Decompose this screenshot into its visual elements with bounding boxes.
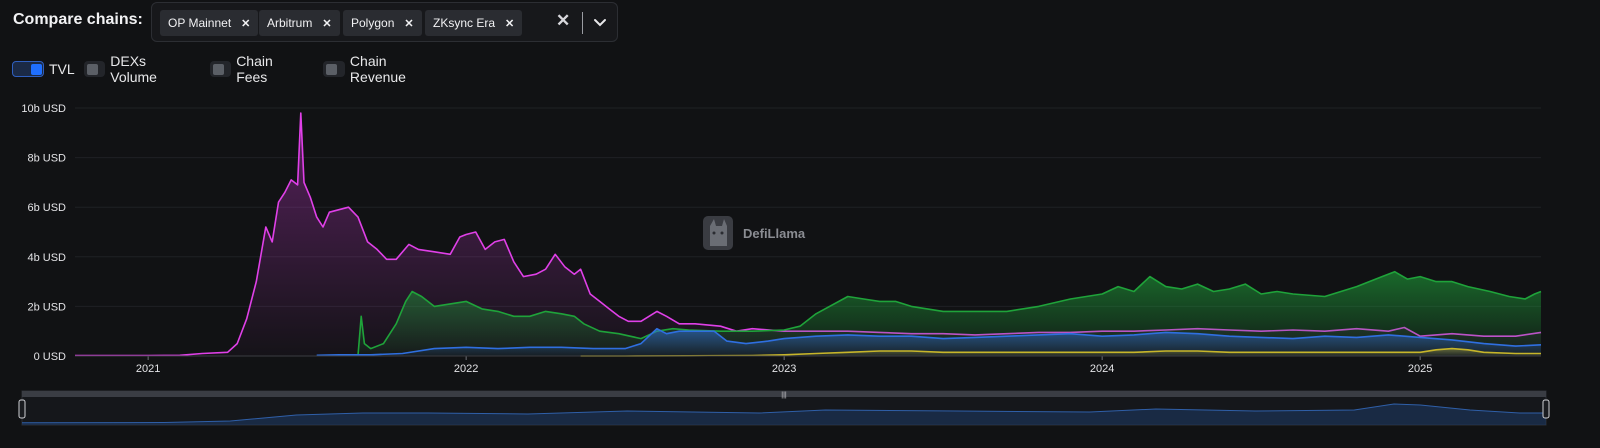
toggle-knob [87,64,98,75]
y-axis: 0 USD 2b USD 4b USD 6b USD 8b USD 10b USD [21,103,66,363]
x-axis: 2021 2022 2023 2024 2025 [75,355,1541,375]
y-tick-label: 10b USD [21,103,66,115]
toggle-knob [326,64,337,75]
toggle-track[interactable] [210,61,232,77]
remove-chip-icon[interactable]: ✕ [241,18,251,30]
x-tick-label: 2023 [772,363,796,375]
y-tick-label: 8b USD [27,153,66,165]
navigator-grip-icon[interactable]: ||| [781,392,787,399]
chip-label: Polygon [351,16,395,30]
toggle-label: TVL [49,61,75,77]
toggle-track[interactable] [323,61,345,77]
select-divider [582,12,583,34]
toggle-label: DEXs Volume [110,53,157,85]
x-tick-label: 2024 [1090,363,1114,375]
series-line-op_mainnet [316,327,1542,357]
x-tick-label: 2025 [1408,363,1432,375]
toggle-chain-fees[interactable]: Chain Fees [210,53,284,85]
toggle-tvl[interactable]: TVL [12,60,75,78]
chip-label: Arbitrum [267,16,313,30]
navigator-right-handle[interactable] [1542,399,1550,419]
chain-chip-polygon: Polygon ✕ [343,10,422,36]
toggle-dexs-volume[interactable]: DEXs Volume [84,53,168,85]
chevron-down-icon[interactable] [592,16,608,30]
llama-logo-icon [703,216,733,250]
y-tick-label: 2b USD [27,301,66,313]
y-tick-label: 4b USD [27,252,66,264]
chip-label: OP Mainnet [168,16,232,30]
remove-chip-icon[interactable]: ✕ [404,18,414,30]
chain-chip-op-mainnet: OP Mainnet ✕ [160,10,259,36]
series-area-polygon [75,113,1541,356]
remove-chip-icon[interactable]: ✕ [322,18,332,30]
chain-chip-zksync-era: ZKsync Era ✕ [425,10,523,36]
x-tick-label: 2021 [136,363,160,375]
navigator-line [21,403,1546,424]
toggle-chain-revenue[interactable]: Chain Revenue [323,53,416,85]
toggle-label: Chain Fees [236,53,273,85]
clear-all-icon[interactable]: ✕ [556,11,571,30]
toggle-track[interactable] [12,61,44,77]
defillama-watermark: DefiLlama [703,216,806,250]
y-tick-label: 6b USD [27,202,66,214]
toggle-track[interactable] [84,61,106,77]
navigator-drag-bar[interactable] [22,391,1546,397]
series-line-zksync_era [580,347,1541,357]
compare-bar: Compare chains: OP Mainnet ✕ Arbitrum ✕ Po… [0,0,1600,46]
remove-chip-icon[interactable]: ✕ [505,18,515,30]
navigator-left-handle[interactable] [18,399,26,419]
toggle-knob [213,64,224,75]
chip-label: ZKsync Era [433,16,496,30]
compare-label: Compare chains: [13,11,143,28]
chain-chip-arbitrum: Arbitrum ✕ [259,10,340,36]
chain-multiselect[interactable]: OP Mainnet ✕ Arbitrum ✕ Polygon ✕ ZKsync Er… [151,2,618,42]
range-navigator[interactable]: ||| [18,390,1550,426]
chart-series [75,112,1542,357]
x-tick-label: 2022 [454,363,478,375]
watermark-text: DefiLlama [743,226,806,241]
toggle-knob [31,64,42,75]
series-line-arbitrum [357,270,1542,356]
y-tick-label: 0 USD [34,351,66,363]
toggle-label: Chain Revenue [349,53,406,85]
